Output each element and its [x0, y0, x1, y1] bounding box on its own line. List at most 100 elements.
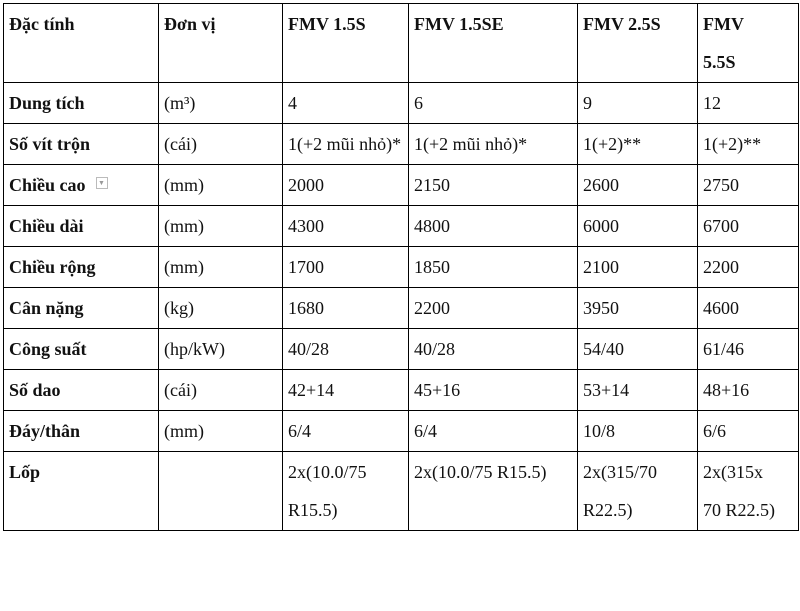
cell-text: 1850 — [414, 257, 450, 277]
cell-text: 2200 — [703, 257, 739, 277]
cell-text: 1680 — [288, 298, 324, 318]
cell-text: Chiều dài — [9, 216, 84, 236]
table-row: Lốp 2x(10.0/75 R15.5) 2x(10.0/75 R15.5) 2x(… — [3, 451, 799, 531]
table-cell: (cái) — [158, 123, 283, 165]
table-cell: Chiều rộng — [3, 246, 159, 288]
table-cell: (mm) — [158, 410, 283, 452]
table-cell: 40/28 — [282, 328, 409, 370]
cell-text: Đặc tính — [9, 14, 75, 34]
cell-text: 6 — [414, 93, 423, 113]
table-cell: FMV 5.5S — [697, 3, 799, 83]
table-cell: 6/4 — [282, 410, 409, 452]
table-row: Dung tích (m³) 4 6 9 12 — [3, 82, 799, 124]
table-cell: 12 — [697, 82, 799, 124]
cell-text: 1700 — [288, 257, 324, 277]
cell-text: (kg) — [164, 298, 194, 318]
table-cell: 2000 — [282, 164, 409, 206]
cell-text: FMV 1.5SE — [414, 14, 504, 34]
cell-text: 1(+2)** — [583, 134, 642, 154]
cell-text: 4 — [288, 93, 297, 113]
header-row: Đặc tính Đơn vị FMV 1.5S FMV 1.5SE FMV 2.5S F… — [3, 3, 799, 83]
cell-text: 4600 — [703, 298, 739, 318]
table-cell: 2x(10.0/75 R15.5) — [282, 451, 409, 531]
table-row: Đáy/thân (mm) 6/4 6/4 10/8 6/6 — [3, 410, 799, 452]
table-cell: (cái) — [158, 369, 283, 411]
cell-text: 2100 — [583, 257, 619, 277]
table-row: Công suất (hp/kW) 40/28 40/28 54/40 61/46 — [3, 328, 799, 370]
cell-text: Số dao — [9, 380, 61, 400]
cell-text: 6000 — [583, 216, 619, 236]
table-cell: 48+16 — [697, 369, 799, 411]
cell-text: 6/6 — [703, 421, 727, 441]
cell-text: 48+16 — [703, 380, 750, 400]
cell-text: (mm) — [164, 216, 204, 236]
table-cell: 61/46 — [697, 328, 799, 370]
table-cell: 4800 — [408, 205, 578, 247]
table-cell — [158, 451, 283, 531]
table-cell: 45+16 — [408, 369, 578, 411]
table-cell: (mm) — [158, 164, 283, 206]
table-cell: 1(+2)** — [697, 123, 799, 165]
cell-text: 4800 — [414, 216, 450, 236]
cell-text: 12 — [703, 93, 721, 113]
cell-text: 61/46 — [703, 339, 745, 359]
table-cell: 1850 — [408, 246, 578, 288]
cell-text: 1(+2 mũi nhỏ)* — [288, 134, 402, 154]
table-cell: 2150 — [408, 164, 578, 206]
table-cell: 1(+2 mũi nhỏ)* — [282, 123, 409, 165]
table-row: Cân nặng (kg) 1680 2200 3950 4600 — [3, 287, 799, 329]
cell-text: FMV 5.5S — [703, 14, 744, 72]
table-cell: 2x(315/70 R22.5) — [577, 451, 698, 531]
cell-text: FMV 2.5S — [583, 14, 661, 34]
cell-text: 2750 — [703, 175, 739, 195]
table-cell: Dung tích — [3, 82, 159, 124]
table-cell: FMV 1.5SE — [408, 3, 578, 83]
table-cell: 2200 — [697, 246, 799, 288]
table-cell: 2x(315x 70 R22.5) — [697, 451, 799, 531]
table-row: Số dao (cái) 42+14 45+16 53+14 48+16 — [3, 369, 799, 411]
cell-text: 3950 — [583, 298, 619, 318]
table-cell: Cân nặng — [3, 287, 159, 329]
table-cell: (mm) — [158, 205, 283, 247]
table-cell: Đáy/thân — [3, 410, 159, 452]
table-cell: 42+14 — [282, 369, 409, 411]
cell-text: 2x(10.0/75 R15.5) — [414, 462, 547, 482]
cell-text: (cái) — [164, 380, 197, 400]
cell-text: 2x(315x 70 R22.5) — [703, 462, 775, 520]
table-cell: 6/4 — [408, 410, 578, 452]
table-cell: 6/6 — [697, 410, 799, 452]
table-cell: 4300 — [282, 205, 409, 247]
cell-text: Lốp — [9, 462, 41, 482]
cell-text: (hp/kW) — [164, 339, 225, 359]
cell-text: (m³) — [164, 93, 196, 113]
dropdown-icon: ▼ — [95, 177, 108, 189]
cell-text: 40/28 — [288, 339, 330, 359]
table-cell: Đặc tính — [3, 3, 159, 83]
table-cell: 1(+2 mũi nhỏ)* — [408, 123, 578, 165]
cell-text: 10/8 — [583, 421, 616, 441]
cell-text: 2200 — [414, 298, 450, 318]
cell-text: 2x(315/70 R22.5) — [583, 462, 657, 520]
table-cell: Số dao — [3, 369, 159, 411]
cell-text: (mm) — [164, 421, 204, 441]
table-cell: Số vít trộn — [3, 123, 159, 165]
cell-text: 4300 — [288, 216, 324, 236]
cell-text: 45+16 — [414, 380, 461, 400]
table-cell: 2200 — [408, 287, 578, 329]
table-cell: 1(+2)** — [577, 123, 698, 165]
cell-text: (mm) — [164, 257, 204, 277]
cell-text: Số vít trộn — [9, 134, 90, 154]
cell-text: Công suất — [9, 339, 87, 359]
table-row: Chiều rộng (mm) 1700 1850 2100 2200 — [3, 246, 799, 288]
cell-text: 2600 — [583, 175, 619, 195]
table-row: Chiều cao ▼ (mm) 2000 2150 2600 2750 — [3, 164, 799, 206]
cell-text: 1(+2)** — [703, 134, 762, 154]
spec-table: Đặc tính Đơn vị FMV 1.5S FMV 1.5SE FMV 2.5S F… — [3, 3, 799, 531]
table-cell: Chiều cao ▼ — [3, 164, 159, 206]
table-cell: 4 — [282, 82, 409, 124]
table-cell: (kg) — [158, 287, 283, 329]
table-cell: Công suất — [3, 328, 159, 370]
cell-text: 2x(10.0/75 R15.5) — [288, 462, 367, 520]
cell-text: 42+14 — [288, 380, 335, 400]
